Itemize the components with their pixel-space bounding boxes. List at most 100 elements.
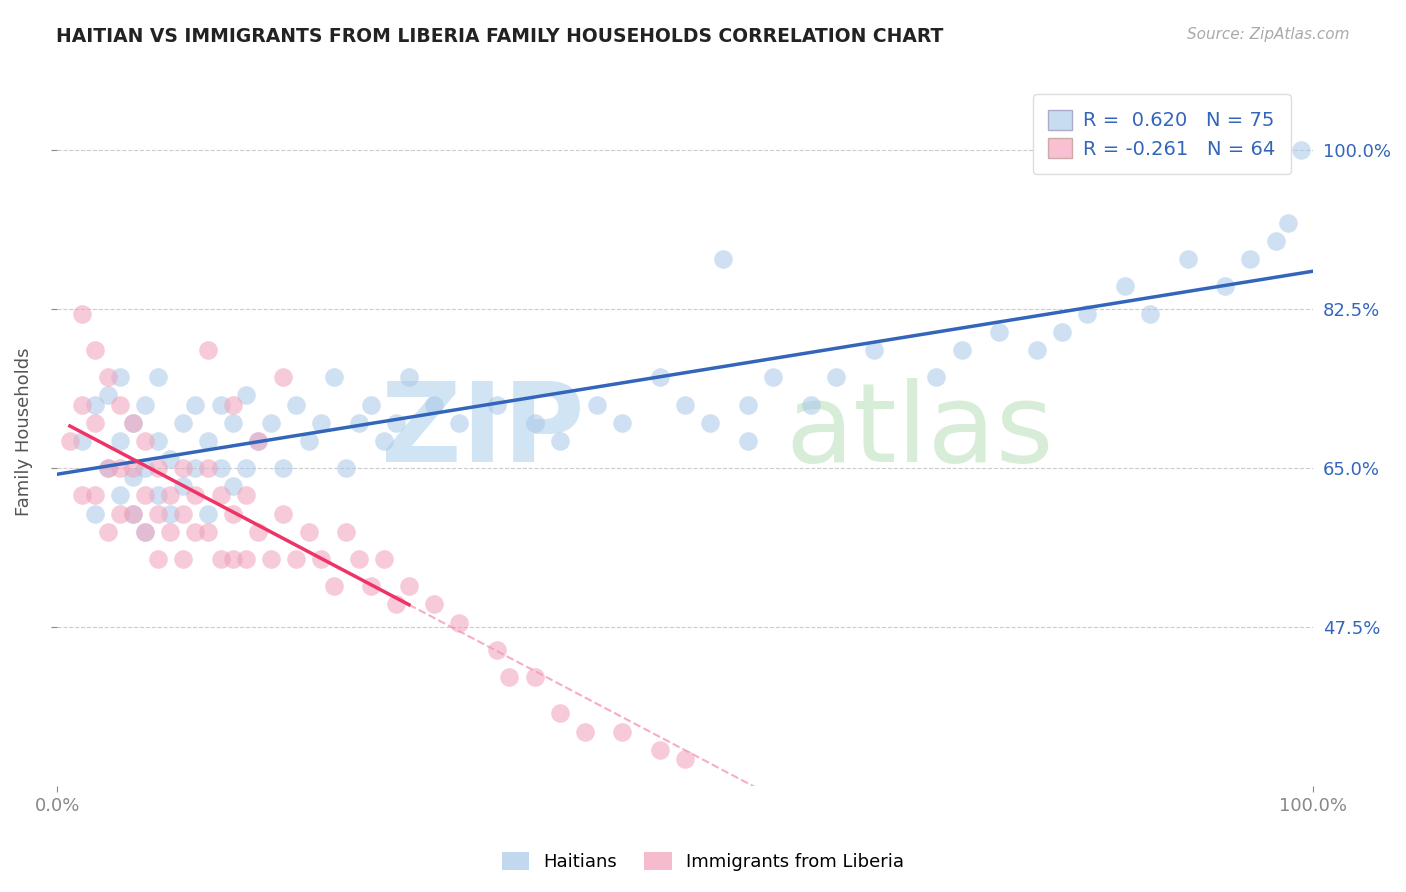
Point — [699, 416, 721, 430]
Point — [209, 488, 232, 502]
Point — [385, 598, 408, 612]
Point — [373, 552, 395, 566]
Point — [1139, 307, 1161, 321]
Point — [673, 398, 696, 412]
Point — [385, 416, 408, 430]
Point — [96, 370, 118, 384]
Point — [222, 507, 245, 521]
Point — [84, 507, 107, 521]
Point — [72, 307, 94, 321]
Point — [711, 252, 734, 267]
Point — [297, 434, 319, 448]
Point — [423, 598, 446, 612]
Point — [72, 398, 94, 412]
Point — [548, 434, 571, 448]
Point — [121, 470, 143, 484]
Point — [134, 434, 156, 448]
Point — [650, 743, 672, 757]
Point — [925, 370, 948, 384]
Point — [737, 434, 759, 448]
Text: ZIP: ZIP — [381, 378, 585, 485]
Point — [1076, 307, 1098, 321]
Point — [146, 434, 169, 448]
Point — [650, 370, 672, 384]
Point — [800, 398, 823, 412]
Point — [108, 488, 131, 502]
Legend: R =  0.620   N = 75, R = -0.261   N = 64: R = 0.620 N = 75, R = -0.261 N = 64 — [1032, 95, 1291, 174]
Point — [449, 416, 471, 430]
Point — [121, 507, 143, 521]
Point — [273, 370, 295, 384]
Point — [84, 343, 107, 357]
Y-axis label: Family Households: Family Households — [15, 348, 32, 516]
Point — [209, 461, 232, 475]
Point — [96, 388, 118, 402]
Point — [862, 343, 884, 357]
Point — [134, 524, 156, 539]
Point — [235, 388, 257, 402]
Point — [273, 461, 295, 475]
Point — [197, 507, 219, 521]
Point — [184, 398, 207, 412]
Point — [373, 434, 395, 448]
Point — [59, 434, 82, 448]
Point — [159, 452, 181, 467]
Point — [84, 398, 107, 412]
Text: Source: ZipAtlas.com: Source: ZipAtlas.com — [1187, 27, 1350, 42]
Point — [762, 370, 785, 384]
Point — [235, 461, 257, 475]
Point — [235, 488, 257, 502]
Point — [247, 434, 270, 448]
Point — [1026, 343, 1049, 357]
Point — [612, 724, 634, 739]
Point — [1050, 325, 1073, 339]
Point — [322, 579, 344, 593]
Point — [222, 479, 245, 493]
Point — [449, 615, 471, 630]
Point — [247, 434, 270, 448]
Point — [335, 461, 357, 475]
Point — [260, 416, 283, 430]
Point — [498, 670, 520, 684]
Point — [485, 643, 508, 657]
Point — [184, 461, 207, 475]
Point — [398, 370, 420, 384]
Point — [1114, 279, 1136, 293]
Point — [347, 552, 370, 566]
Point — [159, 507, 181, 521]
Point — [247, 524, 270, 539]
Point — [1277, 216, 1299, 230]
Legend: Haitians, Immigrants from Liberia: Haitians, Immigrants from Liberia — [495, 845, 911, 879]
Point — [950, 343, 973, 357]
Point — [172, 479, 194, 493]
Point — [586, 398, 609, 412]
Point — [347, 416, 370, 430]
Point — [159, 488, 181, 502]
Point — [523, 670, 546, 684]
Point — [235, 552, 257, 566]
Point — [423, 398, 446, 412]
Point — [309, 552, 332, 566]
Point — [1239, 252, 1261, 267]
Point — [222, 416, 245, 430]
Text: HAITIAN VS IMMIGRANTS FROM LIBERIA FAMILY HOUSEHOLDS CORRELATION CHART: HAITIAN VS IMMIGRANTS FROM LIBERIA FAMIL… — [56, 27, 943, 45]
Point — [360, 398, 382, 412]
Point — [108, 398, 131, 412]
Point — [108, 370, 131, 384]
Point — [260, 552, 283, 566]
Point — [222, 552, 245, 566]
Point — [825, 370, 848, 384]
Point — [146, 552, 169, 566]
Point — [360, 579, 382, 593]
Point — [146, 507, 169, 521]
Point — [297, 524, 319, 539]
Point — [284, 552, 307, 566]
Point — [96, 461, 118, 475]
Point — [398, 579, 420, 593]
Point — [322, 370, 344, 384]
Point — [523, 416, 546, 430]
Point — [737, 398, 759, 412]
Point — [172, 416, 194, 430]
Point — [197, 524, 219, 539]
Point — [84, 488, 107, 502]
